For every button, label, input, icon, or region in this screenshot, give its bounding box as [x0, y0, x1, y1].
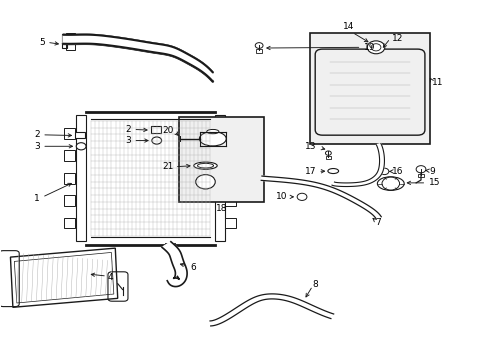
Text: 12: 12 — [391, 34, 402, 43]
Text: 20: 20 — [162, 126, 173, 135]
Circle shape — [415, 166, 425, 173]
Ellipse shape — [206, 130, 219, 134]
Text: 4: 4 — [108, 273, 113, 282]
Bar — [224, 173, 235, 184]
Text: 3: 3 — [125, 136, 131, 145]
Bar — [76, 116, 86, 241]
Text: 7: 7 — [374, 218, 380, 227]
Ellipse shape — [199, 132, 226, 146]
Text: 1: 1 — [34, 194, 40, 203]
Bar — [256, 49, 262, 53]
Text: 18: 18 — [215, 204, 227, 213]
Ellipse shape — [197, 163, 213, 168]
Bar — [64, 128, 75, 139]
Circle shape — [325, 151, 330, 155]
Circle shape — [297, 193, 306, 201]
Bar — [215, 116, 224, 241]
Bar — [164, 243, 174, 249]
Bar — [66, 33, 75, 50]
Bar — [417, 174, 423, 177]
Bar — [224, 218, 235, 228]
Bar — [75, 132, 85, 138]
Ellipse shape — [193, 162, 217, 169]
Text: 17: 17 — [305, 167, 316, 176]
Text: 10: 10 — [275, 192, 287, 201]
Circle shape — [76, 143, 86, 150]
Circle shape — [381, 177, 399, 190]
Bar — [61, 35, 67, 48]
Bar — [64, 173, 75, 184]
Polygon shape — [209, 294, 333, 326]
Bar — [224, 195, 235, 206]
Circle shape — [366, 41, 384, 54]
Text: 15: 15 — [428, 178, 439, 187]
Text: 2: 2 — [125, 125, 131, 134]
Bar — [151, 126, 160, 133]
Text: 14: 14 — [342, 22, 353, 31]
Text: 6: 6 — [189, 263, 195, 272]
Bar — [64, 150, 75, 161]
Bar — [325, 156, 330, 159]
Text: 16: 16 — [391, 167, 403, 176]
Bar — [224, 150, 235, 161]
Text: 19: 19 — [363, 43, 375, 52]
Polygon shape — [63, 35, 212, 81]
Bar — [310, 33, 429, 144]
Text: 5: 5 — [39, 38, 44, 47]
Text: 9: 9 — [429, 167, 435, 176]
Text: 3: 3 — [34, 142, 40, 151]
Text: 13: 13 — [305, 142, 316, 151]
Circle shape — [379, 168, 388, 175]
Polygon shape — [331, 144, 384, 186]
Polygon shape — [162, 242, 187, 287]
Text: 21: 21 — [162, 162, 173, 171]
Bar — [178, 117, 264, 202]
Circle shape — [152, 137, 161, 144]
Bar — [224, 128, 235, 139]
Circle shape — [370, 44, 380, 51]
Polygon shape — [261, 176, 381, 219]
Circle shape — [255, 42, 263, 48]
Bar — [64, 218, 75, 228]
Circle shape — [195, 175, 215, 189]
Text: 8: 8 — [312, 280, 318, 289]
Text: 11: 11 — [431, 78, 443, 87]
Bar — [64, 195, 75, 206]
Text: 2: 2 — [34, 130, 40, 139]
